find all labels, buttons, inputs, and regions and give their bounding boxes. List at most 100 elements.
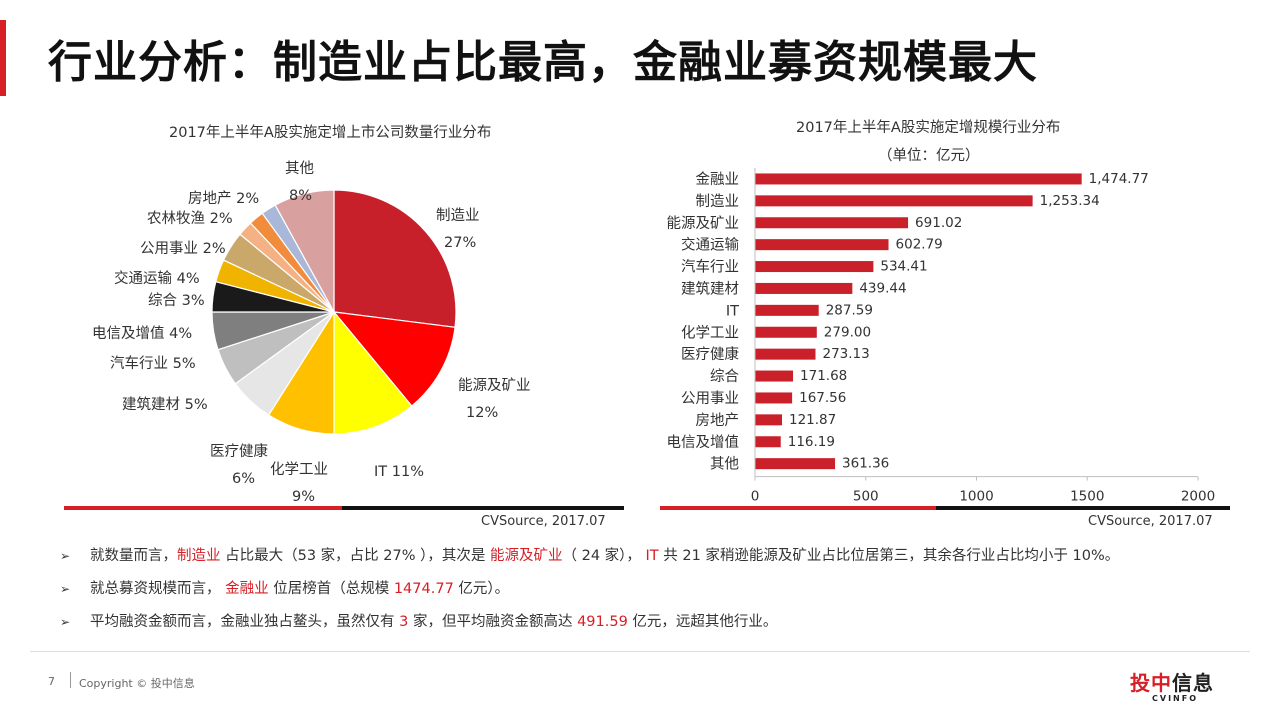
bullet-segment: 共 21 家稍逊能源及矿业占比位居第三，其余各行业占比均小于 10%。 xyxy=(658,548,1120,564)
bullet-segment: 占比最大（53 家，占比 27% ），其次是 xyxy=(220,548,490,564)
bar-value-label: 602.79 xyxy=(896,237,943,253)
pie-label: 建筑建材 5% xyxy=(122,396,208,413)
bullet-arrow-icon: ➢ xyxy=(60,549,71,563)
pie-slice-2 xyxy=(332,311,456,407)
bar-7 xyxy=(755,304,819,316)
bar-3 xyxy=(755,217,909,229)
pie-label-value: 6% xyxy=(232,471,255,487)
bullet-1: ➢ 就数量而言，制造业 占比最大（53 家，占比 27% ），其次是 能源及矿业（… xyxy=(60,544,1260,577)
bar-category-label: 能源及矿业 xyxy=(667,215,740,232)
highlight-text: 金融业 xyxy=(225,581,269,597)
bar-value-label: 1,253.34 xyxy=(1040,193,1100,209)
x-tick-label: 1500 xyxy=(1070,489,1104,505)
bullet-segment: 亿元，远超其他行业。 xyxy=(627,614,778,630)
pie-chart-title: 2017年上半年A股实施定增上市公司数量行业分布 xyxy=(169,125,492,141)
bar-category-label: 公用事业 xyxy=(681,390,739,407)
bar-2 xyxy=(755,195,1033,207)
company-logo: 投中信息 CVINFO xyxy=(1130,667,1222,707)
pie-label: 农林牧渔 2% xyxy=(147,210,233,227)
bullet-segment: 家，但平均融资金额高达 xyxy=(408,614,578,630)
bar-11 xyxy=(755,392,793,404)
bar-category-label: 房地产 xyxy=(696,412,740,429)
bar-value-label: 691.02 xyxy=(915,215,962,231)
pie-slice-3 xyxy=(333,310,413,435)
bar-value-label: 361.36 xyxy=(842,456,889,472)
x-tick-label: 1000 xyxy=(959,489,993,505)
bar-value-label: 121.87 xyxy=(789,412,836,428)
pie-label: 汽车行业 5% xyxy=(110,355,196,372)
pie-label-value: 8% xyxy=(289,188,312,204)
footer-divider xyxy=(30,651,1250,652)
highlight-text: 491.59 xyxy=(577,614,628,630)
bar-value-label: 1,474.77 xyxy=(1089,171,1149,187)
bar-chart-subtitle: （单位：亿元） xyxy=(878,148,980,164)
pie-label-value: 27% xyxy=(444,235,476,251)
bar-chart: 金融业 1,474.77 制造业 1,253.34 能源及矿业 691.02 交通运输 602… xyxy=(667,168,1215,505)
bar-category-label: IT xyxy=(726,303,739,319)
bullet-text: 平均融资金额而言，金融业独占鳌头，虽然仅有 3 家，但平均融资金额高达 491.… xyxy=(90,614,777,630)
page-title: 行业分析：制造业占比最高，金融业募资规模最大 xyxy=(48,37,1038,88)
bullet-segment: 位居榜首（总规模 xyxy=(268,581,394,597)
bar-value-label: 167.56 xyxy=(799,390,846,406)
bar-13 xyxy=(755,436,781,448)
pie-label-name: 其他 xyxy=(285,160,314,177)
bullet-segment: （ 24 家）， xyxy=(562,548,646,564)
pie-label: 公用事业 2% xyxy=(140,240,226,257)
x-tick-label: 2000 xyxy=(1181,489,1215,505)
title-accent-bar xyxy=(0,20,6,96)
bar-value-label: 171.68 xyxy=(800,368,847,384)
bar-5 xyxy=(755,261,874,273)
pie-underline xyxy=(64,506,624,510)
bar-category-label: 金融业 xyxy=(696,171,740,188)
pie-label-name: 医疗健康 xyxy=(210,443,268,460)
bullet-segment: 就总募资规模而言， xyxy=(90,581,226,597)
pie-label-value: 12% xyxy=(466,405,498,421)
pie-label-value: 9% xyxy=(292,489,315,505)
bar-value-label: 273.13 xyxy=(822,346,869,362)
pie-chart: 制造业 27% 能源及矿业 12% IT 11% 化学工业 9% 医疗健康 6% 建筑建材 5% 汽… xyxy=(92,160,531,505)
pie-label: 房地产 2% xyxy=(188,190,259,207)
summary-bullets: ➢ 就数量而言，制造业 占比最大（53 家，占比 27% ），其次是 能源及矿业（… xyxy=(60,544,1260,643)
pie-label: 综合 3% xyxy=(148,292,205,309)
bar-category-label: 制造业 xyxy=(696,193,740,210)
highlight-text: 能源及矿业 xyxy=(489,548,563,564)
bar-value-label: 439.44 xyxy=(859,280,906,296)
bullet-arrow-icon: ➢ xyxy=(60,582,71,596)
bar-category-label: 汽车行业 xyxy=(681,259,739,276)
bullet-2: ➢ 就总募资规模而言， 金融业 位居榜首（总规模 1474.77 亿元）。 xyxy=(60,577,1260,610)
page-number: 7 xyxy=(48,675,55,688)
x-tick-label: 500 xyxy=(853,489,879,505)
bar-value-label: 116.19 xyxy=(788,434,835,450)
bar-value-label: 534.41 xyxy=(880,259,927,275)
bar-category-label: 建筑建材 xyxy=(681,280,739,297)
bar-14 xyxy=(755,458,836,470)
highlight-text: 制造业 xyxy=(177,548,221,564)
pie-label: IT 11% xyxy=(374,464,424,480)
bar-8 xyxy=(755,326,817,338)
pie-label-name: 化学工业 xyxy=(270,461,328,478)
pie-label-name: 能源及矿业 xyxy=(458,377,531,394)
bullet-text: 就总募资规模而言， 金融业 位居榜首（总规模 1474.77 亿元）。 xyxy=(90,581,509,597)
bar-category-label: 其他 xyxy=(710,456,739,473)
bar-value-label: 279.00 xyxy=(824,324,871,340)
logo-text-dark: 信息 xyxy=(1172,671,1214,695)
bullet-segment: 就数量而言， xyxy=(90,548,177,564)
highlight-text: 1474.77 xyxy=(393,581,454,597)
bar-4 xyxy=(755,239,889,251)
bullet-text: 就数量而言，制造业 占比最大（53 家，占比 27% ），其次是 能源及矿业（ … xyxy=(90,548,1119,564)
bullet-3: ➢ 平均融资金额而言，金融业独占鳌头，虽然仅有 3 家，但平均融资金额高达 491… xyxy=(60,610,1260,643)
pie-label-name: 制造业 xyxy=(436,207,480,224)
bullet-segment: 亿元）。 xyxy=(453,581,510,597)
bar-9 xyxy=(755,348,816,360)
bar-category-label: 综合 xyxy=(710,368,739,385)
bar-source: CVSource, 2017.07 xyxy=(1088,514,1213,529)
pie-slice-14 xyxy=(274,189,335,313)
highlight-text: IT xyxy=(645,548,659,564)
bar-12 xyxy=(755,414,782,426)
bar-underline xyxy=(660,506,1230,510)
bar-1 xyxy=(755,173,1082,185)
bar-value-label: 287.59 xyxy=(826,302,873,318)
bar-category-label: 医疗健康 xyxy=(681,346,739,363)
bullet-arrow-icon: ➢ xyxy=(60,615,71,629)
bar-category-label: 化学工业 xyxy=(681,324,739,341)
